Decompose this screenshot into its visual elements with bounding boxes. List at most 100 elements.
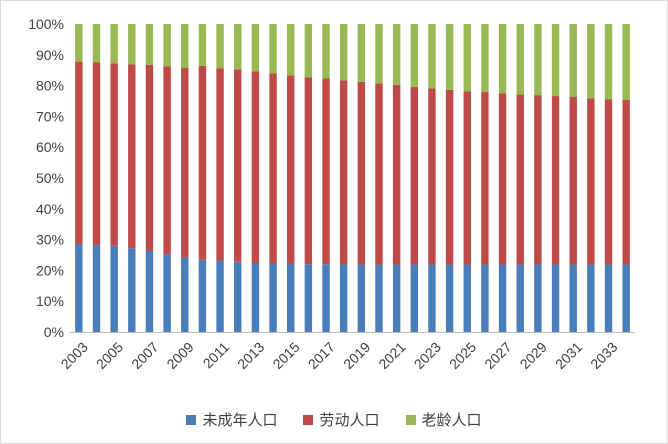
bar-segment-2: [551, 96, 560, 265]
x-tick-label: 2033: [587, 339, 620, 372]
bar-segment-2: [516, 94, 524, 265]
y-tick-label: 50%: [36, 170, 64, 186]
bar-segment-3: [322, 24, 330, 79]
bar-segment-2: [463, 91, 471, 265]
bar-segment-2: [622, 99, 630, 265]
bar-segment-3: [145, 24, 154, 65]
legend-label: 未成年人口: [202, 412, 278, 429]
bar-segment-3: [481, 24, 489, 93]
y-tick-label: 80%: [36, 78, 64, 94]
bar-segment-3: [622, 24, 630, 100]
bar-segment-3: [234, 24, 242, 70]
bar-segment-1: [534, 264, 542, 332]
legend-item: 未成年人口: [186, 409, 277, 430]
y-tick-label: 70%: [36, 108, 64, 124]
bar-segment-1: [128, 248, 136, 332]
bar-segment-2: [392, 84, 401, 265]
bar-segment-3: [375, 24, 383, 84]
x-tick-label: 2009: [163, 339, 196, 372]
bar-segment-2: [92, 62, 101, 246]
bar-segment-2: [322, 78, 330, 265]
bar-segment-1: [410, 264, 419, 332]
legend-swatch: [186, 414, 197, 425]
bar-segment-2: [216, 68, 224, 261]
bar-segment-3: [198, 24, 207, 66]
x-tick-label: 2015: [269, 339, 302, 372]
bar-segment-3: [445, 24, 454, 90]
bar-segment-1: [234, 261, 242, 332]
legend-item: 老龄人口: [405, 409, 482, 430]
legend-swatch: [405, 414, 416, 425]
bar-segment-3: [304, 24, 313, 78]
x-tick-label: 2027: [481, 339, 514, 372]
bar-segment-3: [392, 24, 401, 85]
bar-segment-2: [604, 99, 613, 265]
bar-segment-3: [128, 24, 136, 65]
bar-segment-2: [304, 77, 313, 265]
bar-segment-1: [339, 264, 348, 332]
bar-segment-2: [481, 92, 489, 265]
bar-segment-3: [551, 24, 560, 97]
bar-segment-1: [551, 264, 560, 332]
x-tick-label: 2017: [305, 339, 338, 372]
bar-segment-2: [428, 88, 436, 265]
bar-segment-1: [498, 264, 507, 332]
bar-segment-2: [181, 68, 189, 258]
bar-segment-1: [428, 264, 436, 332]
y-tick-label: 90%: [36, 47, 64, 63]
bar-segment-2: [234, 69, 242, 262]
y-tick-label: 100%: [28, 16, 64, 32]
bar-segment-2: [445, 89, 454, 265]
bar-segment-1: [304, 264, 313, 332]
legend-swatch: [303, 414, 314, 425]
bar-segment-3: [516, 24, 524, 95]
bar-segment-3: [410, 24, 419, 87]
bar-segment-3: [75, 24, 83, 62]
bar-segment-3: [569, 24, 577, 97]
bar-segment-1: [392, 264, 401, 332]
x-tick-label: 2029: [517, 339, 550, 372]
x-tick-label: 2013: [234, 339, 267, 372]
y-tick-label: 0%: [44, 324, 64, 340]
bar-segment-1: [92, 245, 101, 332]
bar-segment-1: [145, 251, 154, 332]
bar-segment-1: [516, 264, 524, 332]
bar-segment-2: [587, 98, 595, 265]
bar-segment-3: [587, 24, 595, 99]
bar-segment-1: [110, 245, 118, 332]
bar-segment-1: [75, 243, 83, 332]
legend: 未成年人口 劳动人口 老龄人口: [1, 409, 667, 430]
legend-item: 劳动人口: [303, 409, 380, 430]
bar-segment-2: [498, 93, 507, 265]
bar-segment-3: [269, 24, 277, 74]
bar-segment-1: [569, 264, 577, 332]
bar-segment-1: [604, 264, 613, 332]
legend-label: 劳动人口: [319, 412, 380, 429]
bar-segment-2: [287, 75, 295, 264]
x-tick-label: 2019: [340, 339, 373, 372]
bar-segment-2: [534, 95, 542, 265]
bar-segment-2: [110, 63, 118, 246]
legend-label: 老龄人口: [421, 412, 482, 429]
x-tick-label: 2031: [552, 339, 585, 372]
bar-segment-3: [428, 24, 436, 89]
bar-segment-2: [251, 71, 260, 264]
bar-segment-2: [75, 61, 83, 244]
y-tick-label: 60%: [36, 139, 64, 155]
bar-segment-1: [622, 264, 630, 332]
bar-segment-3: [604, 24, 613, 100]
bar-segment-3: [357, 24, 366, 82]
bar-segment-1: [163, 254, 171, 332]
y-tick-label: 20%: [36, 262, 64, 278]
bar-segment-2: [145, 64, 154, 251]
bar-segment-2: [375, 83, 383, 265]
bar-segment-3: [287, 24, 295, 76]
x-tick-label: 2023: [411, 339, 444, 372]
x-tick-label: 2025: [446, 339, 479, 372]
x-tick-label: 2003: [58, 339, 91, 372]
bar-segment-3: [92, 24, 101, 63]
bar-segment-3: [463, 24, 471, 92]
bar-segment-1: [269, 263, 277, 332]
